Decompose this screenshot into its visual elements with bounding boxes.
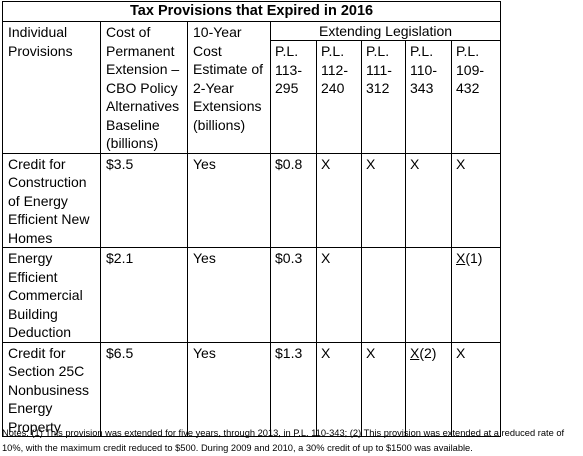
law-cell: $0.8 xyxy=(270,152,317,248)
provision-name: Credit for Section 25C Nonbusiness Energ… xyxy=(2,341,101,437)
header-ten-year: 10-Year Cost Estimate of 2-Year Extensio… xyxy=(187,21,271,154)
law-mark: X xyxy=(321,250,331,266)
provision-name: Credit for Construction of Energy Effici… xyxy=(2,152,101,248)
law-note: (1) xyxy=(465,250,483,266)
law-cell: X xyxy=(450,152,502,248)
law-cell: $0.3 xyxy=(270,247,317,343)
law-cell: $1.3 xyxy=(270,341,317,437)
law-mark: X xyxy=(410,344,420,361)
law-cell: X xyxy=(316,247,362,343)
law-cell: X(2) xyxy=(405,341,452,437)
header-row: Individual Provisions Cost of Permanent … xyxy=(2,20,502,154)
law-mark: X xyxy=(366,344,376,361)
cost-value: $6.5 xyxy=(100,341,188,437)
table-row: Credit for Construction of Energy Effici… xyxy=(2,152,502,248)
table-row: Credit for Section 25C Nonbusiness Energ… xyxy=(2,341,502,437)
header-extending-legislation: Extending Legislation xyxy=(269,20,502,42)
law-mark: X xyxy=(321,155,331,172)
table-row: Energy Efficient Commercial Building Ded… xyxy=(2,247,502,343)
table-notes: Notes: (1) This provision was extended f… xyxy=(2,428,565,453)
law-mark: X xyxy=(456,250,466,266)
cost-value: $3.5 xyxy=(100,152,188,248)
law-mark: X xyxy=(456,344,466,361)
law-cell: X xyxy=(316,341,362,437)
title-row: Tax Provisions that Expired in 2016 xyxy=(1,1,502,22)
law-note: (2) xyxy=(419,344,437,361)
header-law: P.L. 109-432 xyxy=(450,40,502,154)
law-cell: X xyxy=(361,341,406,437)
law-header-row: P.L. 113-295 P.L. 112-240 P.L. 111-312 P… xyxy=(3,40,502,154)
law-mark: $0.8 xyxy=(275,155,303,172)
ten-year-value: Yes xyxy=(187,247,271,343)
tax-provisions-table-container: Tax Provisions that Expired in 2016 Indi… xyxy=(1,1,502,437)
law-mark: $0.3 xyxy=(275,250,303,266)
ten-year-value: Yes xyxy=(187,341,271,437)
header-provisions: Individual Provisions xyxy=(2,21,101,154)
law-cell: X(1) xyxy=(450,247,502,343)
law-mark: X xyxy=(321,344,331,361)
provision-name: Energy Efficient Commercial Building Ded… xyxy=(2,247,101,343)
header-law: P.L. 113-295 xyxy=(270,40,317,154)
header-law: P.L. 112-240 xyxy=(316,40,362,154)
law-cell: X xyxy=(405,152,452,248)
law-mark: X xyxy=(366,155,376,172)
tax-provisions-table: Tax Provisions that Expired in 2016 Indi… xyxy=(1,1,502,437)
law-cell: X xyxy=(361,152,406,248)
law-cell: X xyxy=(316,152,362,248)
cost-value: $2.1 xyxy=(100,247,188,343)
ten-year-value: Yes xyxy=(187,152,271,248)
law-cell xyxy=(361,247,406,343)
header-law: P.L. 111-312 xyxy=(361,40,406,154)
law-mark: X xyxy=(410,155,420,172)
law-cell xyxy=(405,247,452,343)
law-mark: X xyxy=(456,155,466,172)
table-title: Tax Provisions that Expired in 2016 xyxy=(1,1,502,22)
law-mark: $1.3 xyxy=(275,344,303,361)
header-law: P.L. 110-343 xyxy=(405,40,452,154)
law-cell: X xyxy=(450,341,502,437)
header-cost: Cost of Permanent Extension – CBO Policy… xyxy=(100,21,188,154)
